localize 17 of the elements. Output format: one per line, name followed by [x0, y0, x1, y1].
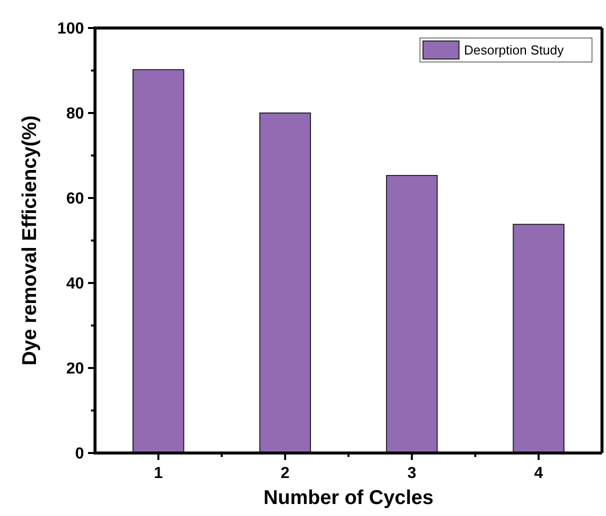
x-axis-title: Number of Cycles [263, 487, 434, 509]
bar [386, 174, 438, 454]
x-tick-label: 1 [154, 465, 163, 482]
y-tick-label: 20 [66, 360, 84, 378]
bar [512, 224, 564, 454]
bar [259, 112, 311, 454]
x-tick-label: 3 [407, 465, 416, 482]
y-axis-title: Dye removal Efficiency(%) [19, 115, 41, 366]
x-tick-label: 2 [280, 465, 290, 482]
y-tick-label: 60 [66, 190, 84, 208]
y-tick-label: 40 [66, 276, 84, 293]
y-tick-label: 0 [75, 446, 84, 463]
x-tick-label: 4 [534, 465, 544, 482]
y-tick-label: 80 [66, 106, 84, 123]
y-tick-label: 100 [57, 20, 84, 38]
bar [132, 69, 184, 454]
legend-label: Desorption Study [464, 42, 564, 58]
